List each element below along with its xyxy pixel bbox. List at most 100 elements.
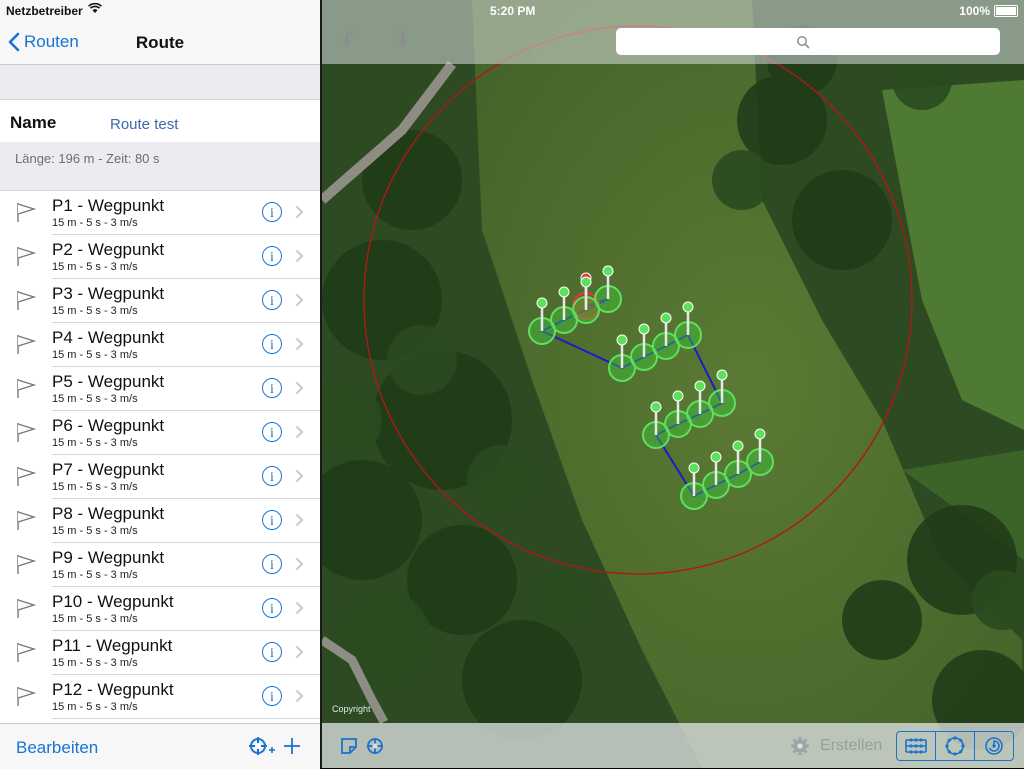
waypoint-pin[interactable]	[724, 440, 752, 488]
route-name-field[interactable]: Route test	[110, 116, 179, 133]
waypoint-details: 15 m - 5 s - 3 m/s	[52, 305, 138, 317]
waypoint-pin[interactable]	[680, 462, 708, 510]
waypoint-row[interactable]: P8 - Wegpunkt 15 m - 5 s - 3 m/s i	[0, 499, 320, 543]
info-icon[interactable]: i	[262, 686, 282, 706]
waypoint-row[interactable]: P11 - Wegpunkt 15 m - 5 s - 3 m/s i	[0, 631, 320, 675]
segment-spiral[interactable]	[975, 732, 1013, 760]
row-separator	[52, 542, 320, 543]
flag-icon	[15, 421, 37, 448]
route-name-row[interactable]: Name Route test	[0, 100, 320, 142]
status-bar: Netzbetreiber 5:20 PM 100%	[0, 0, 1024, 20]
waypoint-row[interactable]: P2 - Wegpunkt 15 m - 5 s - 3 m/s i	[0, 235, 320, 279]
waypoint-pin[interactable]	[652, 312, 680, 360]
flag-icon	[15, 597, 37, 624]
chevron-right-icon	[295, 293, 304, 312]
map-canvas[interactable]	[322, 0, 1024, 768]
waypoint-pin[interactable]	[550, 286, 578, 334]
info-icon[interactable]: i	[262, 378, 282, 398]
chevron-right-icon	[295, 689, 304, 708]
route-overlay[interactable]	[528, 265, 774, 510]
waypoint-row[interactable]: P5 - Wegpunkt 15 m - 5 s - 3 m/s i	[0, 367, 320, 411]
waypoint-pin[interactable]	[702, 451, 730, 499]
waypoint-row[interactable]: P10 - Wegpunkt 15 m - 5 s - 3 m/s i	[0, 587, 320, 631]
info-icon[interactable]: i	[262, 466, 282, 486]
waypoint-pin[interactable]	[708, 369, 736, 417]
waypoint-pin[interactable]	[572, 276, 600, 324]
map-toolbar: Erstellen	[322, 723, 1024, 768]
waypoint-row[interactable]: P4 - Wegpunkt 15 m - 5 s - 3 m/s i	[0, 323, 320, 367]
flag-icon	[15, 377, 37, 404]
waypoint-details: 15 m - 5 s - 3 m/s	[52, 525, 138, 537]
info-icon[interactable]: i	[262, 246, 282, 266]
crosshair-icon[interactable]	[366, 737, 384, 760]
add-waypoint-icon[interactable]	[248, 736, 276, 761]
row-separator	[52, 586, 320, 587]
info-icon[interactable]: i	[262, 510, 282, 530]
waypoint-pin[interactable]	[674, 301, 702, 349]
chevron-right-icon	[295, 337, 304, 356]
plus-icon[interactable]	[282, 736, 302, 761]
flag-icon	[15, 465, 37, 492]
row-separator	[52, 674, 320, 675]
waypoint-row[interactable]: P7 - Wegpunkt 15 m - 5 s - 3 m/s i	[0, 455, 320, 499]
map-copyright: Copyright	[332, 704, 371, 714]
satellite-map[interactable]	[322, 0, 1024, 768]
back-button[interactable]: Routen	[8, 32, 79, 52]
waypoint-title: P12 - Wegpunkt	[52, 680, 174, 699]
waypoint-pin[interactable]	[664, 390, 692, 438]
segment-grid[interactable]	[897, 732, 936, 760]
waypoint-details: 15 m - 5 s - 3 m/s	[52, 437, 138, 449]
info-icon[interactable]: i	[262, 290, 282, 310]
waypoint-row[interactable]: P12 - Wegpunkt 15 m - 5 s - 3 m/s i	[0, 675, 320, 719]
waypoint-pin[interactable]	[594, 265, 622, 313]
note-icon[interactable]	[340, 737, 358, 760]
chevron-left-icon	[8, 32, 20, 52]
create-button[interactable]: Erstellen	[820, 737, 883, 754]
waypoint-title: P4 - Wegpunkt	[52, 328, 165, 347]
chevron-right-icon	[295, 513, 304, 532]
info-icon[interactable]: i	[262, 202, 282, 222]
waypoint-details: 15 m - 5 s - 3 m/s	[52, 613, 138, 625]
info-icon[interactable]: i	[262, 554, 282, 574]
segment-circle[interactable]	[936, 732, 975, 760]
waypoint-pin[interactable]	[608, 334, 636, 382]
waypoint-pin[interactable]	[686, 380, 714, 428]
chevron-right-icon	[295, 601, 304, 620]
redo-icon[interactable]	[388, 28, 410, 55]
route-panel: Routen Route Name Route test Länge: 196 …	[0, 0, 320, 769]
waypoint-details: 15 m - 5 s - 3 m/s	[52, 701, 138, 713]
waypoint-title: P6 - Wegpunkt	[52, 416, 165, 435]
waypoint-row[interactable]: P1 - Wegpunkt 15 m - 5 s - 3 m/s i	[0, 191, 320, 235]
info-icon[interactable]: i	[262, 334, 282, 354]
spiral-pattern-icon	[985, 737, 1003, 755]
navigation-bar: Routen Route	[0, 0, 320, 65]
route-summary: Länge: 196 m - Zeit: 80 s	[15, 151, 160, 166]
section-spacer	[0, 65, 320, 100]
waypoint-pin[interactable]	[642, 401, 670, 449]
flag-icon	[15, 333, 37, 360]
waypoint-list[interactable]: P1 - Wegpunkt 15 m - 5 s - 3 m/s i P2 - Weg…	[0, 191, 320, 723]
waypoint-pin[interactable]	[528, 297, 556, 345]
back-label: Routen	[24, 32, 79, 51]
waypoint-title: P8 - Wegpunkt	[52, 504, 165, 523]
waypoint-pin[interactable]	[746, 428, 774, 476]
waypoint-row[interactable]: P6 - Wegpunkt 15 m - 5 s - 3 m/s i	[0, 411, 320, 455]
waypoint-pin[interactable]	[630, 323, 658, 371]
waypoint-row[interactable]: P3 - Wegpunkt 15 m - 5 s - 3 m/s i	[0, 279, 320, 323]
info-icon[interactable]: i	[262, 598, 282, 618]
waypoint-title: P1 - Wegpunkt	[52, 196, 165, 215]
info-icon[interactable]: i	[262, 642, 282, 662]
search-field[interactable]	[616, 28, 1000, 55]
info-icon[interactable]: i	[262, 422, 282, 442]
waypoint-title: P7 - Wegpunkt	[52, 460, 165, 479]
waypoint-title: P10 - Wegpunkt	[52, 592, 174, 611]
circle-pattern-icon	[945, 736, 965, 756]
undo-icon[interactable]	[340, 28, 362, 55]
edit-button[interactable]: Bearbeiten	[16, 738, 99, 757]
mode-segmented-control[interactable]	[896, 731, 1014, 761]
waypoint-details: 15 m - 5 s - 3 m/s	[52, 261, 138, 273]
waypoint-details: 15 m - 5 s - 3 m/s	[52, 657, 138, 669]
wifi-icon	[88, 2, 102, 17]
row-separator	[52, 498, 320, 499]
waypoint-row[interactable]: P9 - Wegpunkt 15 m - 5 s - 3 m/s i	[0, 543, 320, 587]
